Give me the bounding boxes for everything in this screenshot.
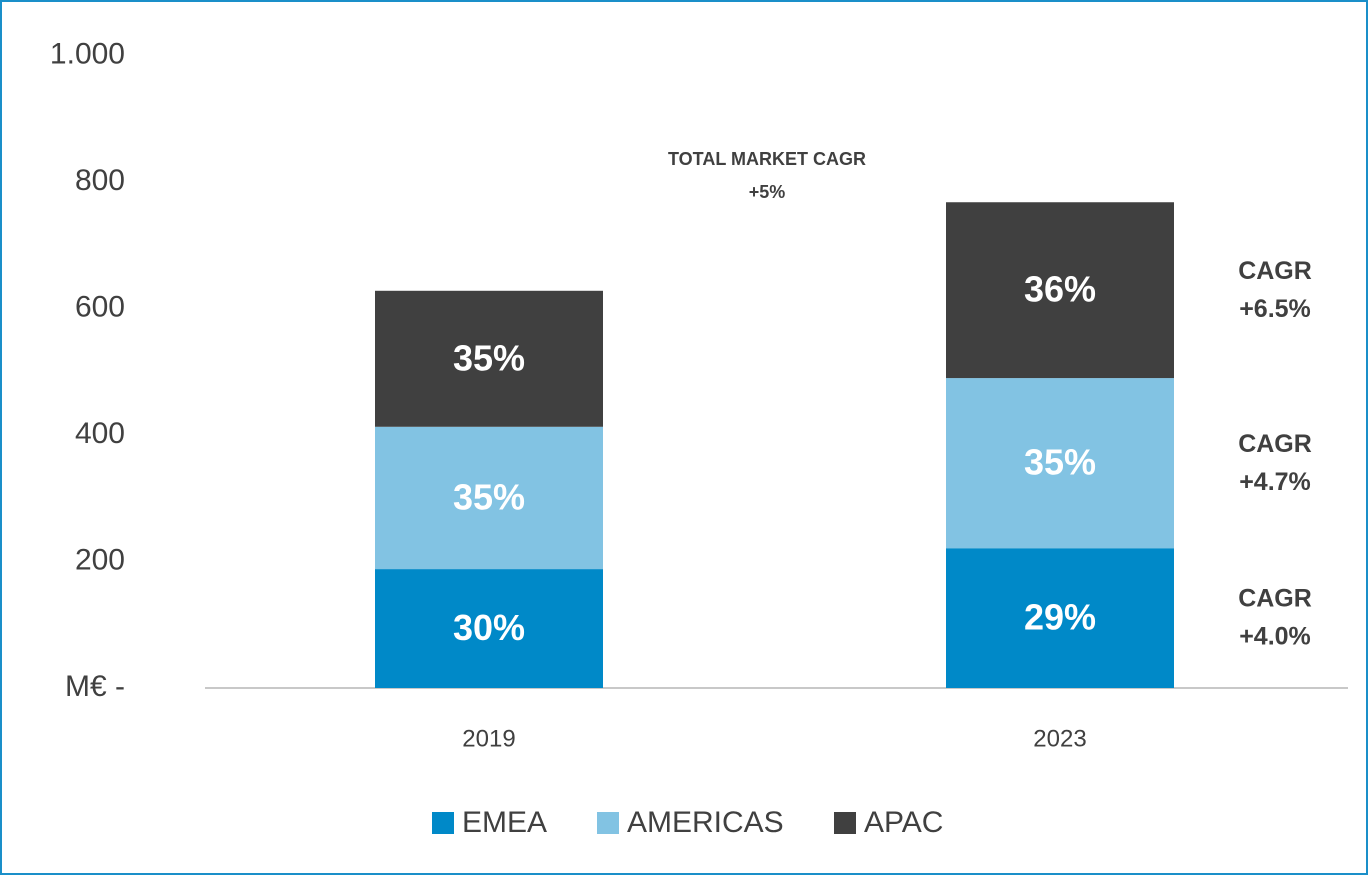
cagr-annotation: CAGR [1238,257,1312,285]
bar-segment [946,378,1174,549]
bar-segment [375,569,603,688]
x-tick-label: 2023 [1033,725,1086,752]
cagr-annotation: +4.0% [1239,623,1311,651]
x-tick-label: 2019 [462,725,515,752]
legend-swatch [432,812,454,834]
y-tick-label: 600 [75,290,125,323]
cagr-annotation: CAGR [1238,430,1312,458]
y-tick-label: 800 [75,164,125,197]
legend-label: AMERICAS [627,806,784,839]
share-label: 29% [1024,597,1096,638]
bar-segment [946,548,1174,688]
total-annotation: TOTAL MARKET CAGR [668,149,866,169]
cagr-annotation: +6.5% [1239,295,1311,323]
cagr-annotation: CAGR [1238,585,1312,613]
bar-segment [375,290,603,427]
legend-swatch [834,812,856,834]
cagr-annotation: +4.7% [1239,468,1311,496]
y-tick-label: 200 [75,543,125,576]
y-tick-label: M€ - [65,670,125,703]
y-tick-label: 400 [75,417,125,450]
legend-label: EMEA [462,806,547,839]
legend-swatch [597,812,619,834]
total-annotation: +5% [749,182,786,202]
share-label: 36% [1024,269,1096,310]
legend-label: APAC [864,806,943,839]
share-label: 30% [453,607,525,648]
share-label: 35% [1024,442,1096,483]
y-tick-label: 1.000 [50,37,125,70]
share-label: 35% [453,476,525,517]
share-label: 35% [453,337,525,378]
bar-segment [946,202,1174,379]
bar-segment [375,426,603,570]
